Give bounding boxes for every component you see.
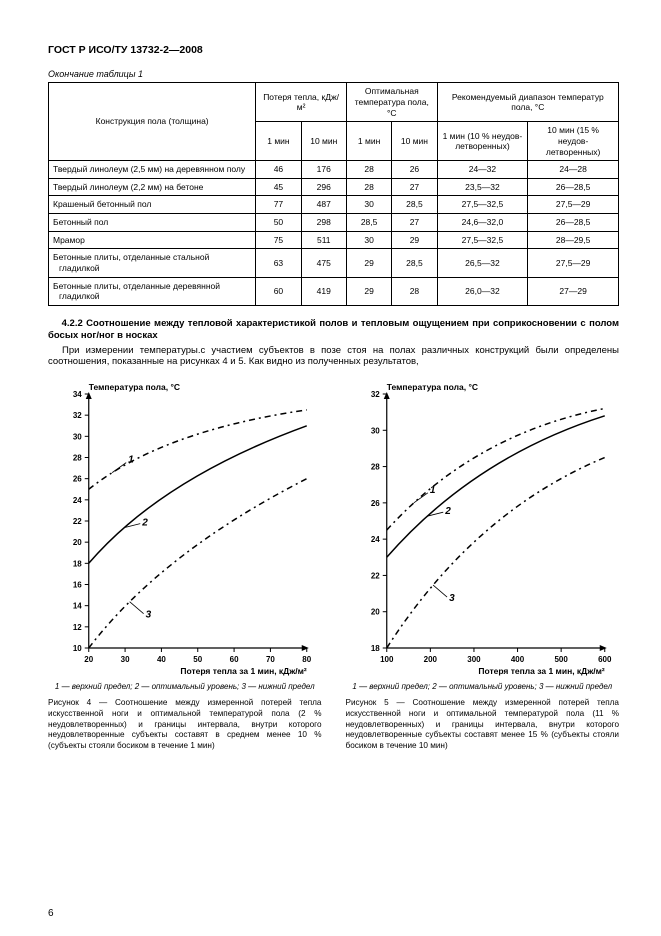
svg-text:20: 20: [370, 608, 379, 617]
svg-text:3: 3: [449, 593, 455, 604]
page-number: 6: [48, 908, 54, 921]
svg-text:12: 12: [73, 623, 82, 632]
svg-text:1: 1: [429, 485, 435, 496]
svg-text:32: 32: [370, 390, 379, 399]
svg-text:200: 200: [423, 655, 437, 664]
svg-text:400: 400: [510, 655, 524, 664]
svg-text:22: 22: [370, 572, 379, 581]
svg-text:Температура пола, °С: Температура пола, °С: [386, 382, 477, 392]
svg-text:500: 500: [554, 655, 568, 664]
svg-text:22: 22: [73, 517, 82, 526]
svg-text:10: 10: [73, 644, 82, 653]
svg-text:20: 20: [73, 538, 82, 547]
svg-text:18: 18: [73, 560, 82, 569]
svg-text:60: 60: [230, 655, 239, 664]
svg-text:30: 30: [121, 655, 130, 664]
table-row: Твердый линолеум (2,2 мм) на бетоне45296…: [49, 178, 619, 196]
svg-text:28: 28: [73, 454, 82, 463]
svg-text:Температура пола, °С: Температура пола, °С: [89, 382, 180, 392]
table-end-label: Окончание таблицы 1: [48, 69, 619, 80]
section-heading: 4.2.2 Соотношение между тепловой характе…: [48, 318, 619, 342]
svg-text:30: 30: [370, 427, 379, 436]
table-row: Твердый линолеум (2,5 мм) на дере­вянном…: [49, 161, 619, 179]
svg-text:Потеря тепла за 1 мин, кДж/м²: Потеря тепла за 1 мин, кДж/м²: [478, 666, 605, 676]
sub-10min-a: 10 мин: [301, 122, 346, 161]
svg-text:1: 1: [128, 455, 134, 466]
legend-right: 1 — верхний предел; 2 — оптимальный уров…: [346, 682, 620, 692]
svg-text:70: 70: [266, 655, 275, 664]
svg-text:14: 14: [73, 602, 82, 611]
table-row: Крашеный бетонный пол774873028,527,5—32,…: [49, 196, 619, 214]
svg-text:16: 16: [73, 581, 82, 590]
table-row: Бетонный пол5029828,52724,6—32,026—28,5: [49, 214, 619, 232]
svg-text:2: 2: [444, 506, 451, 517]
chart-figure-4: 2030405060708010121416182022242628303234…: [48, 378, 322, 678]
svg-text:80: 80: [302, 655, 311, 664]
sub-rec-10min: 10 мин (15 % неудов­летворенных): [528, 122, 619, 161]
caption-figure-5: Рисунок 5 — Соотношение между измеренной…: [346, 698, 620, 751]
table-row: Бетонные плиты, отделанные дере­вянной г…: [49, 277, 619, 305]
table-row: Мрамор75511302927,5—32,528—29,5: [49, 231, 619, 249]
svg-text:300: 300: [467, 655, 481, 664]
legend-left: 1 — верхний предел; 2 — оптимальный уров…: [48, 682, 322, 692]
sub-1min-a: 1 мин: [256, 122, 301, 161]
hdr-heat-loss: Потеря тепла, кДж/м²: [256, 83, 347, 122]
doc-code: ГОСТ Р ИСО/ТУ 13732-2—2008: [48, 44, 619, 57]
svg-text:18: 18: [370, 644, 379, 653]
svg-text:34: 34: [73, 390, 82, 399]
sub-10min-b: 10 мин: [392, 122, 437, 161]
col-construction: Конструкция пола (толщина): [49, 83, 256, 161]
svg-text:3: 3: [146, 610, 152, 621]
caption-figure-4: Рисунок 4 — Соотношение между измеренной…: [48, 698, 322, 751]
svg-text:Потеря тепла за 1 мин, кДж/м²: Потеря тепла за 1 мин, кДж/м²: [180, 666, 307, 676]
svg-text:20: 20: [84, 655, 93, 664]
svg-text:30: 30: [73, 433, 82, 442]
chart-figure-5: 1002003004005006001820222426283032Темпер…: [346, 378, 620, 678]
sub-1min-b: 1 мин: [346, 122, 391, 161]
section-body: При измерении температуры.с участием суб…: [48, 345, 619, 369]
table-row: Бетонные плиты, отделанные сталь­ной гла…: [49, 249, 619, 277]
svg-text:24: 24: [73, 496, 82, 505]
hdr-rec-range: Рекомендуемый диапазон температур пола, …: [437, 83, 618, 122]
data-table: Конструкция пола (толщина) Потеря тепла,…: [48, 82, 619, 305]
svg-text:50: 50: [193, 655, 202, 664]
sub-rec-1min: 1 мин (10 % неудов­летворенных): [437, 122, 528, 161]
svg-text:24: 24: [370, 535, 379, 544]
svg-text:40: 40: [157, 655, 166, 664]
hdr-opt-temp: Оптимальная температура пола, °С: [346, 83, 437, 122]
svg-text:26: 26: [73, 475, 82, 484]
svg-text:2: 2: [141, 518, 148, 529]
svg-text:28: 28: [370, 463, 379, 472]
svg-text:600: 600: [598, 655, 612, 664]
svg-text:26: 26: [370, 499, 379, 508]
section-title: Соотношение между тепловой характеристик…: [48, 318, 619, 341]
section-num: 4.2.2: [62, 318, 83, 329]
svg-text:32: 32: [73, 411, 82, 420]
svg-text:100: 100: [380, 655, 394, 664]
